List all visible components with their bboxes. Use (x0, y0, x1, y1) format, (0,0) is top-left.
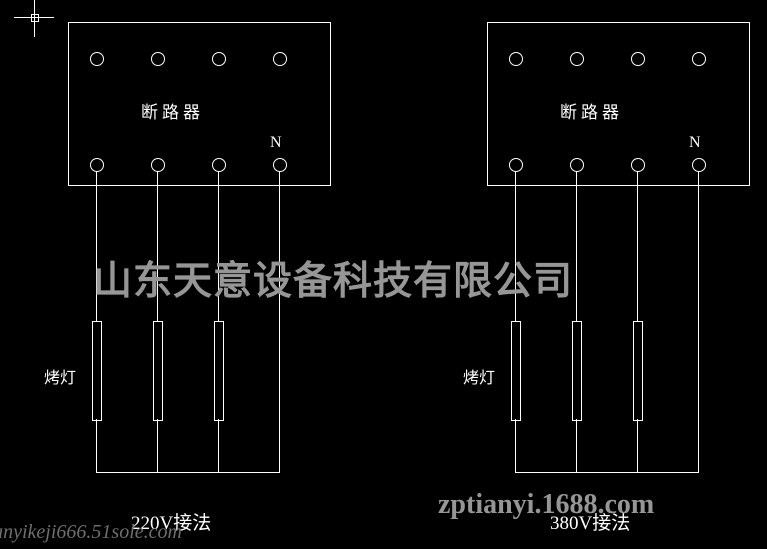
right-wire-2b (576, 419, 577, 472)
left-load-3 (214, 321, 224, 421)
right-load-label: 烤灯 (463, 364, 495, 388)
left-bus (96, 472, 280, 473)
left-load-1 (92, 321, 102, 421)
left-breaker-top-terminal-1 (90, 52, 104, 66)
left-load-2 (153, 321, 163, 421)
right-breaker-bot-terminal-1 (509, 158, 523, 172)
right-wire-3b (637, 419, 638, 472)
left-breaker-n-label: N (270, 134, 282, 152)
right-breaker-bot-terminal-3 (631, 158, 645, 172)
left-breaker-top-terminal-4 (273, 52, 287, 66)
right-breaker-bot-terminal-4 (692, 158, 706, 172)
left-breaker-bot-terminal-2 (151, 158, 165, 172)
right-wire-n (698, 171, 699, 472)
left-wire-3b (218, 419, 219, 472)
left-breaker-bot-terminal-1 (90, 158, 104, 172)
right-wire-1b (515, 419, 516, 472)
left-breaker-title: 断路器 (141, 98, 204, 123)
watermark-company: 山东天意设备科技有限公司 (93, 250, 573, 306)
left-breaker-top-terminal-3 (212, 52, 226, 66)
left-breaker-bot-terminal-4 (273, 158, 287, 172)
left-breaker-bot-terminal-3 (212, 158, 226, 172)
left-breaker-top-terminal-2 (151, 52, 165, 66)
right-breaker-bot-terminal-2 (570, 158, 584, 172)
right-load-1 (511, 321, 521, 421)
right-breaker-top-terminal-1 (509, 52, 523, 66)
right-breaker-top-terminal-2 (570, 52, 584, 66)
watermark-bottom: tianyikeji666.51sole.com (0, 521, 182, 544)
right-bus (515, 472, 699, 473)
left-wire-1b (96, 419, 97, 472)
right-wire-2a (576, 171, 577, 321)
right-breaker-n-label: N (689, 134, 701, 152)
right-wire-3a (637, 171, 638, 321)
right-breaker-top-terminal-3 (631, 52, 645, 66)
left-load-label: 烤灯 (44, 364, 76, 388)
left-wire-n (279, 171, 280, 472)
cad-cursor (14, 4, 54, 44)
right-load-3 (633, 321, 643, 421)
watermark-url: zptianyi.1688.com (438, 489, 654, 521)
right-breaker-title: 断路器 (560, 98, 623, 123)
right-breaker-top-terminal-4 (692, 52, 706, 66)
right-load-2 (572, 321, 582, 421)
left-wire-2b (157, 419, 158, 472)
